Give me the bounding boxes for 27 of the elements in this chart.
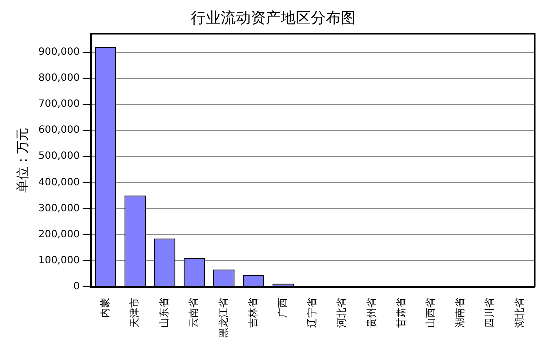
x-tick-label: 辽宁省 (306, 298, 319, 328)
x-tick-label: 山东省 (158, 298, 171, 328)
y-axis-title: 单位：万元 (16, 128, 32, 193)
x-tick-label: 甘肃省 (395, 298, 408, 328)
x-tick-label: 天津市 (128, 298, 141, 328)
y-tick-label: 0 (74, 282, 80, 293)
x-tick-label: 山西省 (424, 298, 437, 328)
y-tick-label: 500,000 (38, 151, 80, 162)
y-tick-label: 900,000 (38, 46, 80, 58)
x-tick-label: 河北省 (336, 298, 348, 328)
y-tick-label: 400,000 (38, 177, 80, 188)
y-tick-label: 300,000 (38, 203, 80, 214)
chart-title: 行业流动资产地区分布图 (191, 8, 356, 27)
y-tick-label: 800,000 (38, 72, 80, 84)
y-tick-label: 600,000 (38, 125, 80, 136)
x-tick-label: 四川省 (484, 298, 496, 328)
y-tick-label: 700,000 (38, 99, 80, 110)
x-tick-label: 湖南省 (454, 298, 467, 328)
y-tick-label: 200,000 (38, 229, 80, 240)
x-tick-label: 湖北省 (514, 298, 526, 328)
y-tick-label: 100,000 (38, 256, 80, 267)
x-tick-label: 黑龙江省 (218, 298, 230, 338)
x-tick-label: 贵州省 (366, 298, 378, 328)
x-tick-label: 内蒙 (99, 298, 112, 318)
x-tick-label: 广西 (276, 298, 289, 318)
x-tick-label: 吉林省 (247, 298, 260, 328)
x-tick-label: 云南省 (188, 298, 200, 328)
